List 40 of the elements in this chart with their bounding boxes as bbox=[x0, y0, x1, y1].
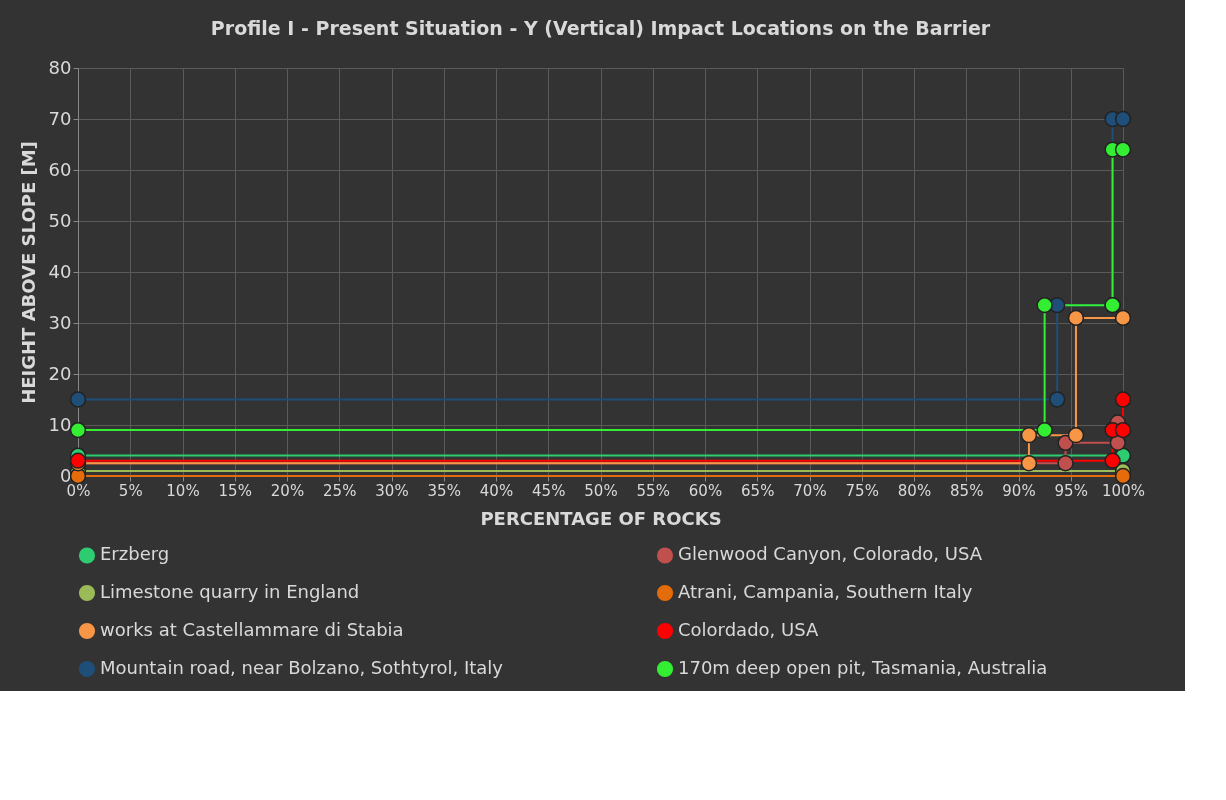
x-tick-label: 60% bbox=[688, 481, 723, 500]
y-tick-label: 20 bbox=[48, 362, 72, 384]
legend-label: Glenwood Canyon, Colorado, USA bbox=[678, 543, 983, 565]
x-tick-label: 35% bbox=[427, 481, 461, 500]
y-axis-title: HEIGHT ABOVE SLOPE [M] bbox=[17, 141, 39, 404]
x-tick-label: 10% bbox=[166, 481, 200, 500]
x-tick-label: 15% bbox=[218, 481, 252, 500]
legend-label: Mountain road, near Bolzano, Sothtyrol, Italy bbox=[100, 657, 504, 678]
x-tick-label: 85% bbox=[950, 481, 984, 500]
x-tick-label: 25% bbox=[323, 481, 357, 500]
x-tick-label: 5% bbox=[118, 481, 143, 500]
legend-label: Colordado, USA bbox=[678, 619, 819, 640]
legend-label: 170m deep open pit, Tasmania, Australia bbox=[678, 657, 1048, 678]
x-tick-label: 75% bbox=[845, 481, 879, 500]
x-tick-label: 80% bbox=[897, 481, 932, 500]
y-tick-label: 50 bbox=[48, 209, 72, 231]
x-tick-label: 20% bbox=[270, 481, 305, 500]
y-tick-label: 60 bbox=[48, 158, 72, 180]
x-tick-label: 95% bbox=[1054, 481, 1088, 500]
legend-label: Atrani, Campania, Southern Italy bbox=[678, 581, 973, 602]
chart-title: Profile I - Present Situation - Y (Vertical) Impact Locations on the Barrier bbox=[210, 17, 991, 39]
x-tick-label: 55% bbox=[636, 481, 670, 500]
x-tick-label: 0% bbox=[66, 481, 91, 500]
x-axis-title: PERCENTAGE OF ROCKS bbox=[480, 507, 722, 529]
x-tick-label: 70% bbox=[793, 481, 827, 500]
legend-label: works at Castellammare di Stabia bbox=[100, 619, 404, 640]
legend-label: Limestone quarry in England bbox=[100, 581, 360, 602]
x-tick-label: 50% bbox=[584, 481, 618, 500]
x-tick-label: 45% bbox=[532, 481, 566, 500]
x-tick-label: 30% bbox=[375, 481, 409, 500]
y-tick-label: 80 bbox=[48, 56, 72, 78]
y-tick-label: 70 bbox=[48, 107, 72, 129]
x-tick-label: 65% bbox=[741, 481, 775, 500]
x-tick-label: 90% bbox=[1002, 481, 1036, 500]
y-tick-label: 40 bbox=[48, 260, 72, 282]
x-tick-label: 100% bbox=[1102, 481, 1145, 500]
legend-label: Erzberg bbox=[100, 543, 170, 565]
x-tick-label: 40% bbox=[479, 481, 514, 500]
y-tick-label: 30 bbox=[48, 311, 72, 333]
y-tick-label: 10 bbox=[48, 413, 72, 435]
